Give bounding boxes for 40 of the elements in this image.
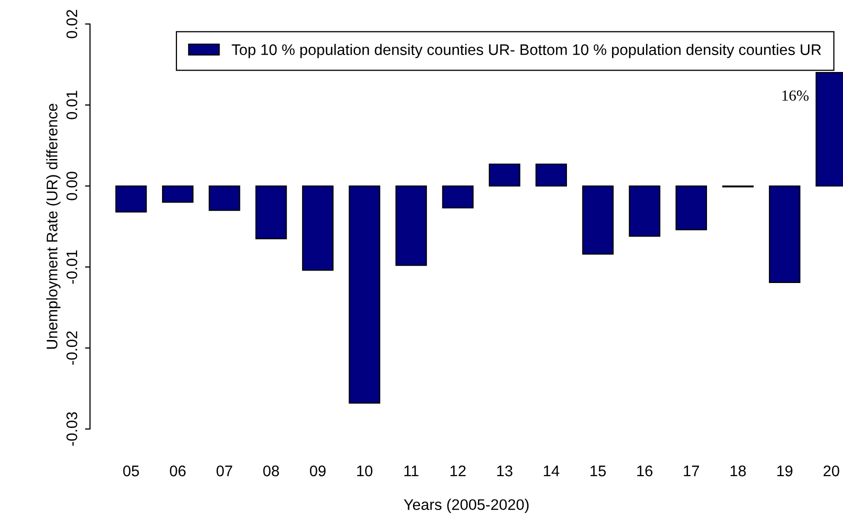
bar	[348, 185, 380, 404]
x-tick-label: 18	[730, 466, 746, 476]
bar	[628, 185, 660, 237]
bar	[255, 185, 287, 240]
bar	[536, 164, 567, 187]
x-tick-label: 16	[637, 466, 652, 476]
bar	[582, 185, 614, 255]
bar	[115, 185, 147, 212]
legend-label: Top 10 % population density counties UR- Bottom 10 % population density counties UR	[232, 44, 821, 58]
x-tick-label: 13	[497, 466, 512, 476]
x-tick-label: 19	[777, 466, 792, 476]
x-tick-label: 06	[170, 466, 186, 476]
bar	[162, 185, 194, 203]
x-tick-label: 10	[357, 466, 372, 476]
y-tick-label: 0.00	[66, 172, 78, 200]
bar	[208, 185, 240, 211]
x-axis-title: Years (2005-2020)	[404, 498, 529, 514]
x-tick-label: 17	[684, 466, 700, 476]
y-tick-label: -0.03	[66, 412, 78, 446]
x-tick-label: 07	[216, 466, 232, 476]
x-tick-label: 05	[123, 466, 139, 476]
x-tick-label: 20	[824, 466, 840, 476]
bar	[302, 185, 334, 271]
y-axis-title: Unemployment Rate (UR) difference	[46, 104, 60, 349]
x-tick-label: 12	[450, 466, 466, 476]
bar	[768, 185, 800, 283]
x-tick-label: 14	[544, 466, 560, 476]
y-tick-label: 0.01	[66, 90, 78, 120]
bar	[395, 185, 427, 266]
y-tick-label: 0.02	[66, 10, 78, 38]
annotation: 16%	[782, 90, 809, 101]
y-tick-label: -0.01	[66, 250, 78, 284]
y-tick-label: -0.02	[66, 331, 78, 365]
x-tick-label: 09	[310, 466, 326, 476]
bar	[442, 185, 474, 208]
x-tick-label: 08	[263, 466, 279, 476]
bar	[676, 185, 708, 230]
x-tick-label: 15	[590, 466, 606, 476]
x-tick-label: 11	[404, 466, 418, 476]
bar	[488, 164, 520, 187]
